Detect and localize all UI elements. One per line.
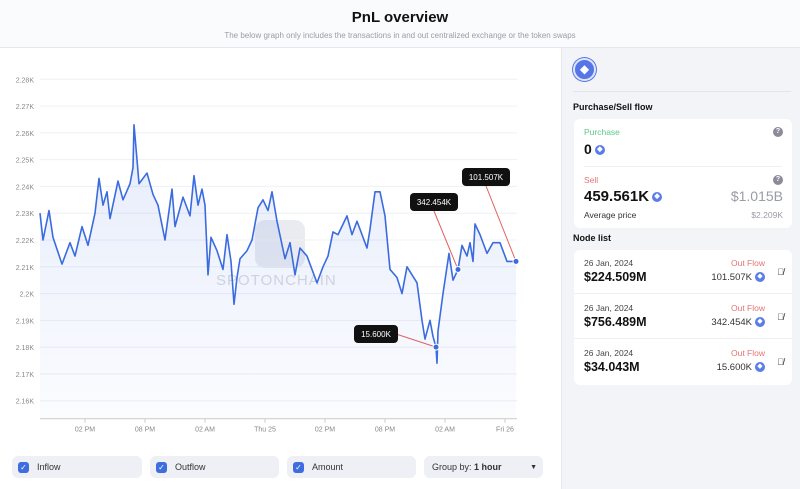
node-list-item[interactable]: 26 Jan, 2024 $756.489M Out Flow 342.454K… [574,295,792,339]
sell-value: 459.561K [584,188,650,205]
annotation-label: 342.454K [417,198,452,207]
flow-title: Purchase/Sell flow [573,102,653,112]
y-tick-label: 2.27K [16,104,35,111]
annotation-marker [432,343,440,351]
inflow-toggle[interactable]: ✓ Inflow [12,456,142,478]
node-list-item[interactable]: 26 Jan, 2024 $34.043M Out Flow 15.600K ◆ … [574,340,792,384]
y-tick-label: 2.28K [16,77,35,84]
chart-panel: SPOTONCHAIN 2.16K2.17K2.18K2.19K2.2K2.21… [0,48,561,489]
annotation-marker [454,265,462,273]
group-by-select[interactable]: Group by: 1 hour ▼ [424,456,543,478]
y-tick-label: 2.24K [16,184,35,191]
page-title: PnL overview [351,9,449,26]
area-fill [40,124,516,419]
node-list-item[interactable]: 26 Jan, 2024 $224.509M Out Flow 101.507K… [574,250,792,294]
x-tick-label: 02 PM [315,427,335,434]
x-tick-label: Fri 26 [496,427,514,434]
eth-coin-icon: ◆ [755,272,765,283]
node-usd: $756.489M [584,315,647,329]
annotation-label: 15.600K [361,330,391,339]
side-panel: ◆ Purchase/Sell flow Purchase ? 0 ◆ Sell … [561,48,800,489]
y-tick-label: 2.26K [16,131,35,138]
eye-slash-icon[interactable]: 👁̸ [777,357,784,367]
annotation-leader [395,333,437,348]
sell-usd: $1.015B [730,188,783,204]
x-tick-label: 02 AM [435,427,455,434]
node-flow-type: Out Flow [730,348,765,358]
y-tick-label: 2.22K [16,238,35,245]
node-usd: $34.043M [584,360,640,374]
divider [573,91,791,92]
price-line [39,124,516,365]
header: PnL overview The below graph only includ… [0,0,800,48]
node-date: 26 Jan, 2024 [584,258,634,268]
eth-coin-icon: ◆ [652,192,663,203]
flow-card: Purchase ? 0 ◆ Sell ? 459.561K ◆ $1.015B A… [574,119,792,228]
sell-label: Sell [584,175,599,185]
help-icon[interactable]: ? [773,127,783,137]
checkbox-icon: ✓ [293,461,304,473]
group-by-label: Group by: [432,462,472,472]
eth-coin-icon: ◆ [755,362,765,373]
node-amount: 101.507K [711,272,752,283]
node-amount: 15.600K [716,362,752,373]
y-tick-label: 2.17K [16,372,35,379]
eth-coin-icon: ◆ [755,317,765,328]
node-amount: 342.454K [711,317,752,328]
inflow-label: Inflow [37,462,61,472]
chevron-down-icon: ▼ [530,463,537,471]
y-tick-label: 2.2K [20,292,35,299]
y-tick-label: 2.21K [16,265,35,272]
purchase-label: Purchase [584,127,620,137]
y-tick-label: 2.18K [16,345,35,352]
x-tick-label: 02 AM [195,427,215,434]
help-icon[interactable]: ? [773,175,783,185]
purchase-value: 0 [584,141,592,157]
ethereum-icon: ◆ [573,58,596,81]
outflow-label: Outflow [175,462,206,472]
node-date: 26 Jan, 2024 [584,348,634,358]
pnl-chart[interactable]: 2.16K 2.17K 2.18K 2.19K 2.2K 2.21K 2.22K 2.23K 2… [0,48,561,448]
node-flow-type: Out Flow [730,258,765,268]
y-tick-label: 2.25K [16,158,35,165]
amount-toggle[interactable]: ✓ Amount [287,456,416,478]
node-date: 26 Jan, 2024 [584,303,634,313]
y-tick-label: 2.23K [16,211,35,218]
node-usd: $224.509M [584,270,647,284]
node-list: 26 Jan, 2024 $224.509M Out Flow 101.507K… [574,250,792,385]
outflow-toggle[interactable]: ✓ Outflow [150,456,279,478]
node-flow-type: Out Flow [730,303,765,313]
amount-label: Amount [312,462,344,472]
x-tick-label: 08 PM [135,427,155,434]
page-subtitle: The below graph only includes the transa… [224,31,576,40]
checkbox-icon: ✓ [156,461,167,473]
annotation-leader [433,210,459,270]
avg-price-value: $2.209K [751,210,783,220]
avg-price-label: Average price [584,210,637,220]
annotation-marker [512,257,520,265]
annotation-label: 101.507K [469,173,504,182]
y-tick-label: 2.16K [16,399,35,406]
annotation-box [462,168,510,186]
annotation-leader [485,185,517,262]
node-list-title: Node list [573,233,612,243]
checkbox-icon: ✓ [18,461,29,473]
y-tick-label: 2.19K [16,318,35,325]
x-tick-label: Thu 25 [254,427,276,434]
annotation-box [354,325,398,343]
group-by-value: 1 hour [474,462,502,472]
annotation-box [410,193,458,211]
x-tick-label: 02 PM [75,427,95,434]
eye-slash-icon[interactable]: 👁̸ [777,267,784,277]
eth-coin-icon: ◆ [594,145,605,156]
divider [584,166,782,167]
x-tick-label: 08 PM [375,427,395,434]
eye-slash-icon[interactable]: 👁̸ [777,312,784,322]
